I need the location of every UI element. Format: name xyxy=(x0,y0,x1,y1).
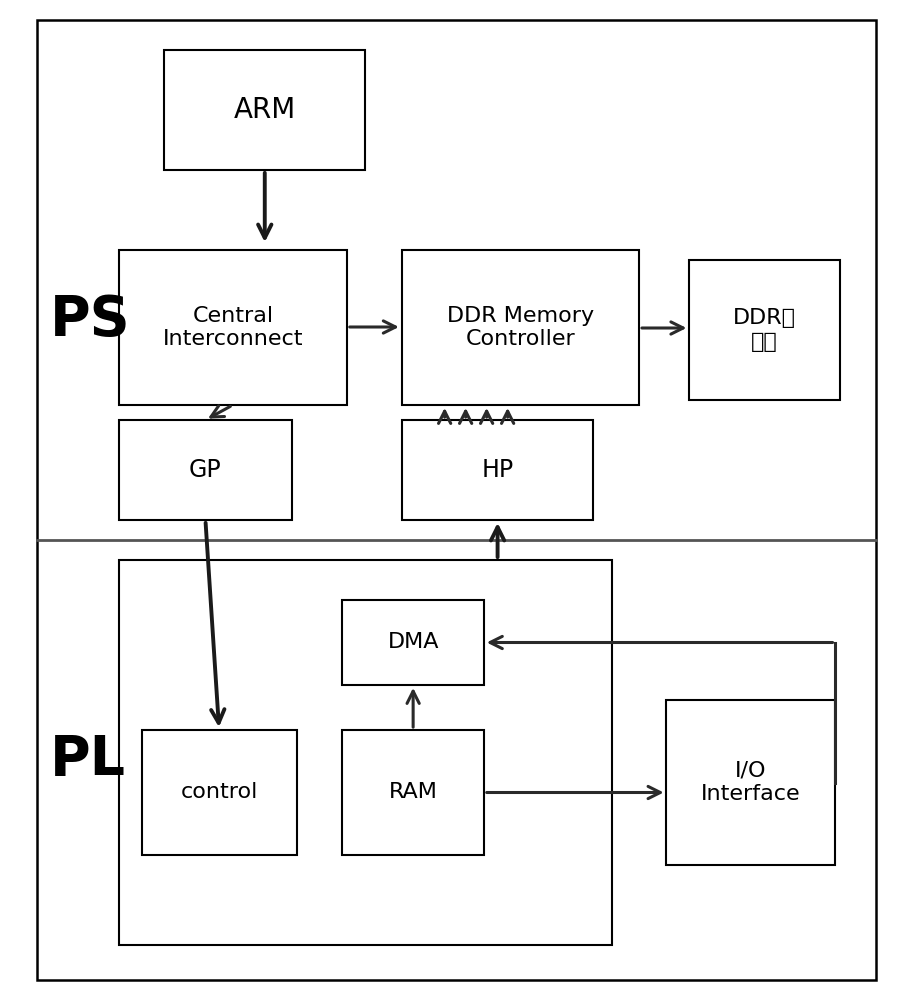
Bar xyxy=(119,250,347,405)
Text: RAM: RAM xyxy=(389,782,437,802)
Bar xyxy=(402,250,639,405)
Text: PL: PL xyxy=(50,733,126,787)
Bar xyxy=(119,420,292,520)
Bar xyxy=(342,730,484,855)
Text: HP: HP xyxy=(481,458,514,482)
Text: DMA: DMA xyxy=(387,633,439,652)
Text: DDR存
储器: DDR存 储器 xyxy=(733,308,796,352)
Text: control: control xyxy=(181,782,257,802)
Bar xyxy=(689,260,840,400)
Text: DDR Memory
Controller: DDR Memory Controller xyxy=(446,306,594,349)
Bar xyxy=(142,730,297,855)
Bar xyxy=(164,50,365,170)
Text: I/O
Interface: I/O Interface xyxy=(701,761,801,804)
Text: PS: PS xyxy=(50,293,131,347)
Text: Central
Interconnect: Central Interconnect xyxy=(163,306,303,349)
Bar xyxy=(119,560,612,945)
Text: GP: GP xyxy=(189,458,222,482)
Text: ARM: ARM xyxy=(234,96,296,124)
Bar xyxy=(402,420,593,520)
Bar xyxy=(342,600,484,685)
Bar xyxy=(666,700,835,865)
